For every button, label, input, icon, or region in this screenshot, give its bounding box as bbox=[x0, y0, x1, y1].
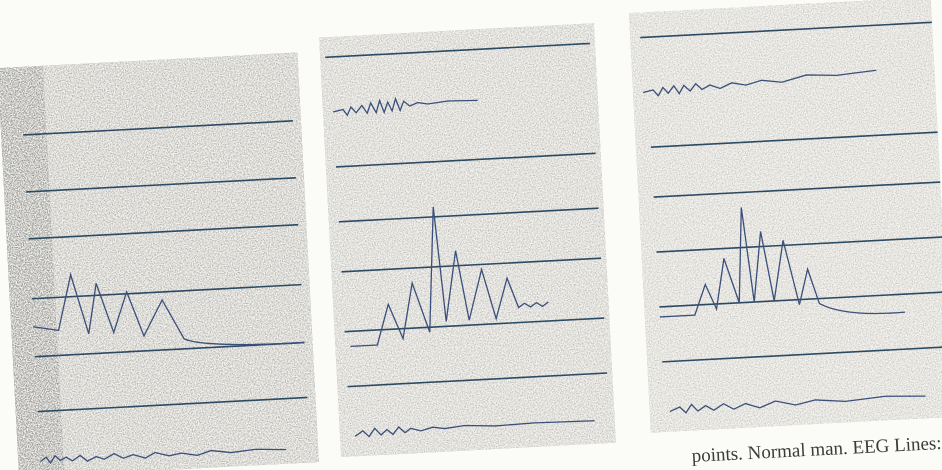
scan: points. Normal man. EEG Lines: bbox=[0, 0, 942, 470]
panel-middle bbox=[319, 23, 616, 457]
panel-grain bbox=[629, 0, 942, 433]
panel-right bbox=[629, 0, 942, 433]
panel-left bbox=[0, 53, 319, 470]
panel-grain bbox=[319, 23, 616, 457]
caption: points. Normal man. EEG Lines: bbox=[691, 433, 942, 467]
